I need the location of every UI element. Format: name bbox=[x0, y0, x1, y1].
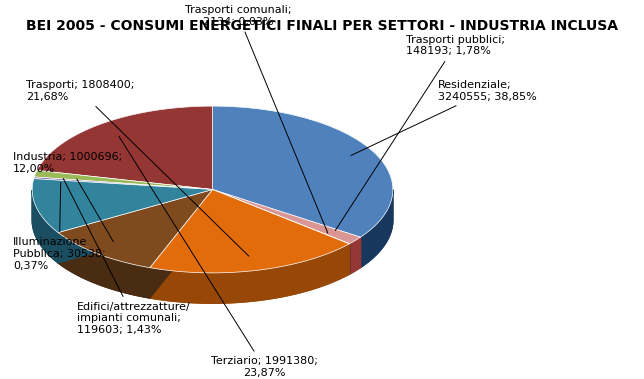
Polygon shape bbox=[213, 106, 393, 237]
Polygon shape bbox=[150, 244, 349, 303]
Text: Trasporti comunali;
2134; 0,03%: Trasporti comunali; 2134; 0,03% bbox=[185, 5, 328, 233]
Polygon shape bbox=[350, 237, 361, 274]
Polygon shape bbox=[34, 171, 213, 190]
Polygon shape bbox=[213, 190, 361, 244]
Polygon shape bbox=[150, 190, 349, 273]
Polygon shape bbox=[350, 237, 361, 274]
Polygon shape bbox=[150, 190, 349, 273]
Polygon shape bbox=[213, 190, 361, 268]
Polygon shape bbox=[58, 233, 150, 298]
Text: Industria; 1000696;
12,00%: Industria; 1000696; 12,00% bbox=[13, 152, 122, 242]
Polygon shape bbox=[58, 233, 150, 298]
Polygon shape bbox=[150, 244, 349, 303]
Text: Terziario; 1991380;
23,87%: Terziario; 1991380; 23,87% bbox=[119, 136, 317, 378]
Polygon shape bbox=[58, 190, 213, 263]
Polygon shape bbox=[34, 171, 213, 190]
Polygon shape bbox=[58, 190, 213, 263]
Polygon shape bbox=[150, 190, 213, 298]
Polygon shape bbox=[150, 190, 213, 298]
Text: Edifici/attrezzatture/
impianti comunali;
119603; 1,43%: Edifici/attrezzatture/ impianti comunali… bbox=[63, 179, 191, 335]
Polygon shape bbox=[361, 190, 393, 268]
Polygon shape bbox=[32, 190, 58, 263]
Polygon shape bbox=[213, 190, 349, 274]
Polygon shape bbox=[213, 190, 361, 244]
Polygon shape bbox=[213, 106, 393, 237]
Polygon shape bbox=[32, 179, 213, 233]
Polygon shape bbox=[213, 190, 349, 274]
Polygon shape bbox=[32, 190, 58, 263]
Polygon shape bbox=[213, 190, 350, 274]
Text: Illuminazione
Pubblica; 30538;
0,37%: Illuminazione Pubblica; 30538; 0,37% bbox=[13, 182, 106, 271]
Polygon shape bbox=[32, 179, 213, 233]
Polygon shape bbox=[33, 177, 213, 190]
Polygon shape bbox=[58, 190, 213, 268]
Text: Trasporti pubblici;
148193; 1,78%: Trasporti pubblici; 148193; 1,78% bbox=[336, 35, 505, 230]
Polygon shape bbox=[33, 177, 213, 190]
Text: Trasporti; 1808400;
21,68%: Trasporti; 1808400; 21,68% bbox=[26, 80, 249, 256]
Polygon shape bbox=[361, 191, 393, 268]
Polygon shape bbox=[213, 190, 350, 244]
Text: Residenziale;
3240555; 38,85%: Residenziale; 3240555; 38,85% bbox=[351, 80, 536, 155]
Polygon shape bbox=[213, 190, 350, 274]
Polygon shape bbox=[37, 106, 213, 190]
Text: BEI 2005 - CONSUMI ENERGETICI FINALI PER SETTORI - INDUSTRIA INCLUSA: BEI 2005 - CONSUMI ENERGETICI FINALI PER… bbox=[26, 19, 618, 33]
Polygon shape bbox=[58, 190, 213, 268]
Polygon shape bbox=[37, 106, 213, 190]
Polygon shape bbox=[213, 190, 350, 244]
Polygon shape bbox=[213, 190, 361, 268]
